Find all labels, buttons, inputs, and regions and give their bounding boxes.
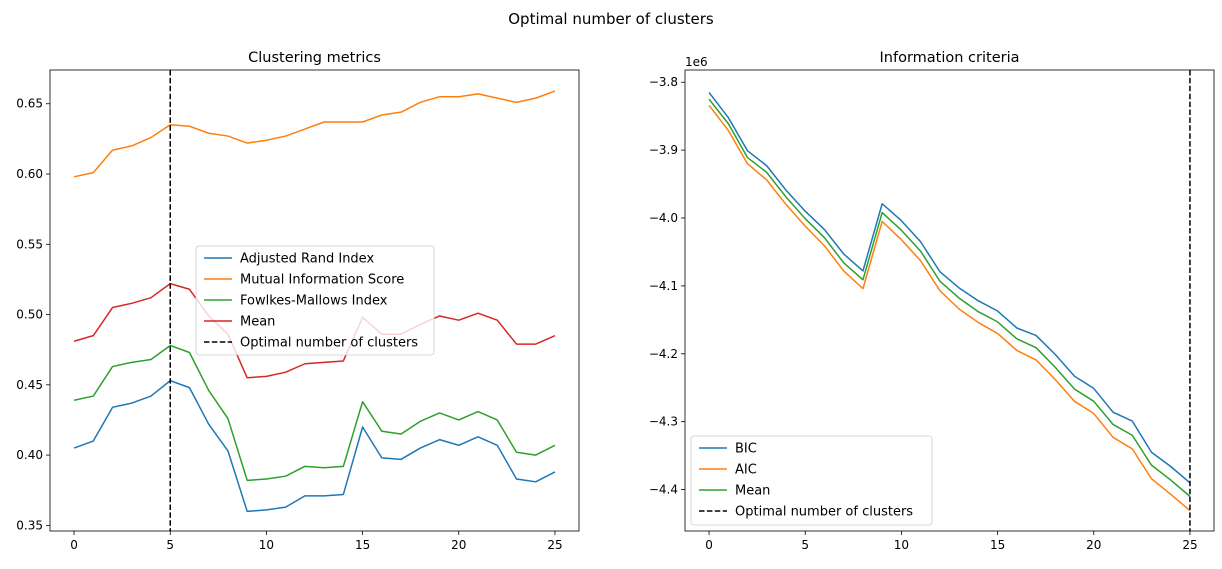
- chart0-legend-label: Mutual Information Score: [240, 273, 404, 288]
- chart1-legend-box: [690, 435, 933, 526]
- chart0-legend-label: Adjusted Rand Index: [240, 252, 374, 267]
- chart0-ytick-label: 0.65: [16, 97, 43, 111]
- chart0-legend-box: [195, 245, 435, 356]
- chart0-series-line-mutual-information-score: [73, 90, 556, 178]
- chart0-legend-label: Fowlkes-Mallows Index: [240, 294, 388, 309]
- chart0-ytick-label: 0.40: [16, 448, 43, 462]
- chart1-xtick-label: 0: [705, 538, 713, 552]
- chart1-legend-label: Optimal number of clusters: [735, 505, 913, 520]
- chart1-frame: [684, 69, 1215, 532]
- chart1-series-line-aic: [708, 104, 1191, 512]
- chart1-ytick-label: −3.9: [649, 143, 678, 157]
- chart1-ytick-label: −4.2: [649, 347, 678, 361]
- chart0-xtick-label: 25: [547, 538, 562, 552]
- chart1-legend: BIC AIC Mean Optimal number of clusters: [690, 435, 933, 526]
- chart0-ytick-label: 0.50: [16, 308, 43, 322]
- chart0-series-line-adjusted-rand-index: [73, 379, 556, 513]
- chart1-xtick-label: 20: [1086, 538, 1101, 552]
- chart0-ytick-label: 0.60: [16, 167, 43, 181]
- chart0-xtick-label: 10: [259, 538, 274, 552]
- chart0-legend-label: Optimal number of clusters: [240, 336, 418, 351]
- chart-clustering-metrics: Clustering metrics 0 5 10 15 20 25 0.35 0.40 0.45…: [16, 50, 580, 552]
- chart0-ytick-label: 0.45: [16, 378, 43, 392]
- chart1-legend-label: AIC: [735, 463, 757, 478]
- chart0-xtick-label: 20: [451, 538, 466, 552]
- chart0-xtick-label: 5: [166, 538, 174, 552]
- chart0-legend: Adjusted Rand Index Mutual Information Sc…: [195, 245, 435, 356]
- chart0-frame: [49, 69, 580, 532]
- chart0-title: Clustering metrics: [248, 50, 381, 66]
- chart-information-criteria: Information criteria 1e6 0 5 10 15 20 25 −3.8 −3.…: [649, 50, 1215, 552]
- chart1-ytick-label: −4.4: [649, 483, 678, 497]
- chart1-ytick-label: −4.1: [649, 279, 678, 293]
- chart1-series-line-mean: [708, 98, 1191, 497]
- chart1-ytick-label: −3.8: [649, 75, 678, 89]
- chart1-xtick-label: 15: [990, 538, 1005, 552]
- chart1-xtick-label: 5: [801, 538, 809, 552]
- chart0-xtick-label: 15: [355, 538, 370, 552]
- chart0-legend-label: Mean: [240, 315, 275, 330]
- figure-suptitle: Optimal number of clusters: [508, 10, 714, 28]
- chart0-xtick-label: 0: [70, 538, 78, 552]
- chart0-series-line-mean: [73, 282, 556, 379]
- chart1-xtick-label: 10: [894, 538, 909, 552]
- chart1-title: Information criteria: [880, 50, 1020, 66]
- chart1-ytick-label: −4.3: [649, 415, 678, 429]
- chart0-ytick-label: 0.35: [16, 518, 43, 532]
- chart0-ytick-label: 0.55: [16, 237, 43, 251]
- chart0-series-line-fowlkes-mallows-index: [73, 344, 556, 482]
- chart1-legend-label: Mean: [735, 484, 770, 499]
- chart1-offset-text: 1e6: [685, 55, 708, 69]
- chart1-ytick-label: −4.0: [649, 211, 678, 225]
- chart1-legend-label: BIC: [735, 442, 757, 457]
- chart1-xtick-label: 25: [1182, 538, 1197, 552]
- chart1-series-line-bic: [708, 91, 1191, 484]
